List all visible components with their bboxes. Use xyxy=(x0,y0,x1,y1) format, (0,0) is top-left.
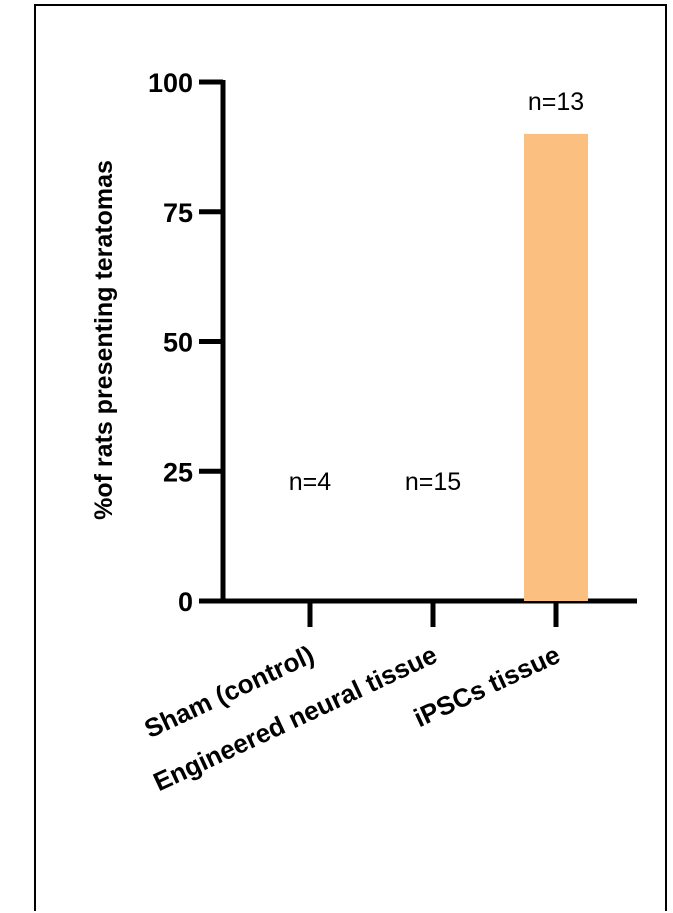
sample-size-label: n=15 xyxy=(405,468,461,496)
y-tick-label: 25 xyxy=(163,457,193,487)
bar-3 xyxy=(524,133,588,601)
y-tick-label: 75 xyxy=(163,198,193,228)
y-ticks: 0 25 50 75 100 xyxy=(148,68,223,617)
sample-size-labels: n=4 n=15 n=13 xyxy=(289,88,584,496)
y-tick-label: 50 xyxy=(163,328,193,358)
y-axis-title: %of rats presenting teratomas xyxy=(90,160,118,520)
figure-frame xyxy=(34,4,667,911)
x-ticks: Sham (control)Engineered neural tissueiP… xyxy=(140,601,565,797)
bars xyxy=(524,133,588,601)
sample-size-label: n=4 xyxy=(289,468,332,496)
sample-size-label: n=13 xyxy=(528,88,584,116)
y-tick-label: 100 xyxy=(148,68,193,98)
y-tick-label: 0 xyxy=(178,587,193,617)
